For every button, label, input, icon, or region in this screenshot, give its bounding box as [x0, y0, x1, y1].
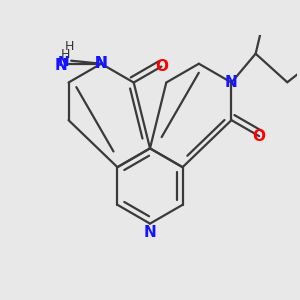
Text: O: O	[253, 129, 266, 144]
Text: N: N	[58, 56, 70, 69]
Text: H: H	[61, 48, 70, 61]
Text: O: O	[155, 59, 168, 74]
Text: N: N	[55, 58, 68, 73]
Text: N: N	[95, 56, 107, 71]
Text: H: H	[65, 40, 74, 52]
Text: N: N	[144, 225, 156, 240]
Text: N: N	[95, 56, 107, 71]
Text: N: N	[225, 75, 238, 90]
